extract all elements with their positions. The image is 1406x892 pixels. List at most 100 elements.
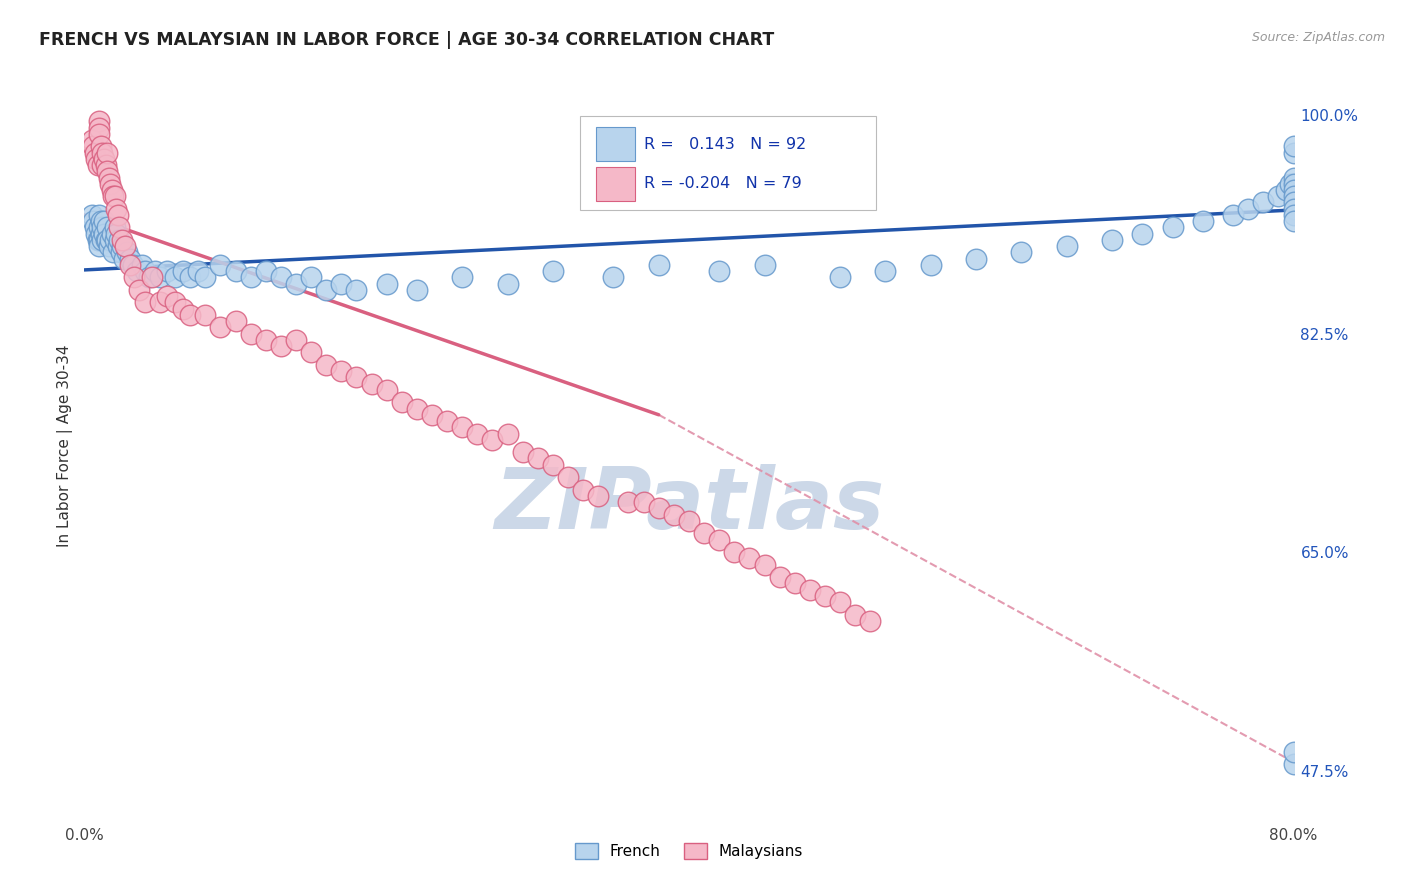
Point: [165, 270, 187, 285]
Point: [91, 220, 114, 235]
Point: [1161, 220, 1184, 235]
Point: [709, 264, 731, 278]
Point: [572, 483, 595, 497]
Point: [1222, 208, 1244, 222]
Point: [799, 582, 821, 597]
Text: R = -0.204   N = 79: R = -0.204 N = 79: [644, 177, 801, 191]
Point: [87, 233, 110, 247]
Point: [678, 514, 700, 528]
Point: [149, 295, 172, 310]
Point: [451, 270, 474, 285]
Point: [84, 220, 107, 235]
Point: [90, 214, 112, 228]
Point: [93, 214, 115, 228]
Point: [97, 239, 120, 253]
Point: [156, 289, 179, 303]
Point: [239, 326, 262, 341]
Y-axis label: In Labor Force | Age 30-34: In Labor Force | Age 30-34: [58, 344, 73, 548]
Point: [527, 451, 550, 466]
Point: [406, 283, 429, 297]
Point: [496, 426, 519, 441]
Point: [270, 339, 292, 353]
Point: [1279, 177, 1302, 191]
Point: [115, 245, 138, 260]
Point: [225, 264, 247, 278]
Point: [94, 233, 117, 247]
Point: [1237, 202, 1260, 216]
Point: [104, 233, 127, 247]
Point: [89, 114, 111, 128]
Point: [105, 227, 128, 241]
Point: [107, 239, 129, 253]
Point: [100, 227, 122, 241]
Point: [648, 258, 671, 272]
Text: ZIPatlas: ZIPatlas: [494, 465, 884, 548]
Point: [194, 270, 217, 285]
Point: [391, 395, 413, 409]
Point: [134, 264, 156, 278]
Point: [121, 258, 143, 272]
Point: [315, 283, 337, 297]
Point: [96, 220, 118, 235]
Point: [693, 526, 716, 541]
Point: [844, 607, 866, 622]
Point: [112, 252, 135, 266]
Point: [122, 270, 145, 285]
Point: [108, 220, 131, 235]
Point: [80, 133, 103, 147]
Point: [128, 283, 150, 297]
Point: [1192, 214, 1215, 228]
Point: [1282, 195, 1305, 210]
Point: [299, 345, 322, 359]
Point: [104, 189, 127, 203]
Point: [375, 383, 398, 397]
Point: [82, 214, 104, 228]
Point: [1101, 233, 1123, 247]
Point: [754, 258, 776, 272]
Point: [91, 145, 114, 160]
Point: [96, 164, 118, 178]
Point: [315, 358, 337, 372]
Legend: French, Malaysians: French, Malaysians: [568, 838, 810, 865]
Point: [1056, 239, 1078, 253]
Point: [783, 576, 806, 591]
Point: [108, 233, 131, 247]
Point: [209, 320, 232, 334]
Point: [93, 227, 115, 241]
Point: [1282, 183, 1305, 197]
Point: [100, 183, 122, 197]
Point: [633, 495, 655, 509]
Point: [920, 258, 942, 272]
Point: [859, 614, 882, 628]
Point: [1130, 227, 1153, 241]
Point: [285, 277, 308, 291]
Point: [89, 127, 111, 141]
Point: [709, 533, 731, 547]
Point: [557, 470, 579, 484]
Point: [194, 308, 217, 322]
Point: [1282, 745, 1305, 759]
Point: [375, 277, 398, 291]
Point: [90, 139, 112, 153]
Point: [254, 333, 277, 347]
Point: [830, 270, 852, 285]
Point: [965, 252, 987, 266]
Point: [254, 264, 277, 278]
Point: [111, 233, 134, 247]
Point: [87, 158, 110, 172]
Point: [90, 227, 112, 241]
Point: [1275, 183, 1298, 197]
Point: [512, 445, 534, 459]
Point: [1282, 177, 1305, 191]
Point: [107, 208, 129, 222]
FancyBboxPatch shape: [596, 167, 634, 201]
Point: [875, 264, 897, 278]
Point: [346, 370, 368, 384]
Point: [91, 233, 114, 247]
Point: [662, 508, 685, 522]
Point: [84, 145, 107, 160]
Point: [648, 501, 671, 516]
Point: [496, 277, 519, 291]
Point: [96, 145, 118, 160]
Point: [97, 170, 120, 185]
